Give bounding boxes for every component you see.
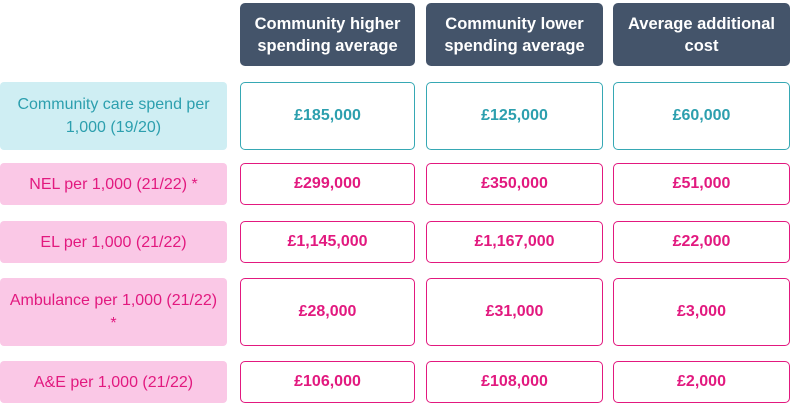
- table-cell-higher-spending: £185,000: [240, 82, 415, 150]
- table-cell-lower-spending: £1,167,000: [426, 221, 603, 263]
- table-cell-higher-spending: £106,000: [240, 361, 415, 403]
- table-cell-higher-spending: £28,000: [240, 278, 415, 346]
- row-label-a-and-e: A&E per 1,000 (21/22): [0, 361, 227, 403]
- column-header-higher-spending: Community higher spending average: [240, 3, 415, 66]
- table-cell-lower-spending: £31,000: [426, 278, 603, 346]
- table-cell-lower-spending: £108,000: [426, 361, 603, 403]
- row-label-el: EL per 1,000 (21/22): [0, 221, 227, 263]
- table-cell-additional-cost: £51,000: [613, 163, 790, 205]
- table-cell-additional-cost: £22,000: [613, 221, 790, 263]
- row-label-nel: NEL per 1,000 (21/22) *: [0, 163, 227, 205]
- table-cell-additional-cost: £3,000: [613, 278, 790, 346]
- table-cell-lower-spending: £350,000: [426, 163, 603, 205]
- column-header-additional-cost: Average additional cost: [613, 3, 790, 66]
- row-label-ambulance: Ambulance per 1,000 (21/22) *: [0, 278, 227, 346]
- row-label-community-care-spend: Community care spend per 1,000 (19/20): [0, 82, 227, 150]
- table-cell-additional-cost: £60,000: [613, 82, 790, 150]
- table-cell-higher-spending: £299,000: [240, 163, 415, 205]
- table-cell-higher-spending: £1,145,000: [240, 221, 415, 263]
- table-cell-lower-spending: £125,000: [426, 82, 603, 150]
- column-header-lower-spending: Community lower spending average: [426, 3, 603, 66]
- table-cell-additional-cost: £2,000: [613, 361, 790, 403]
